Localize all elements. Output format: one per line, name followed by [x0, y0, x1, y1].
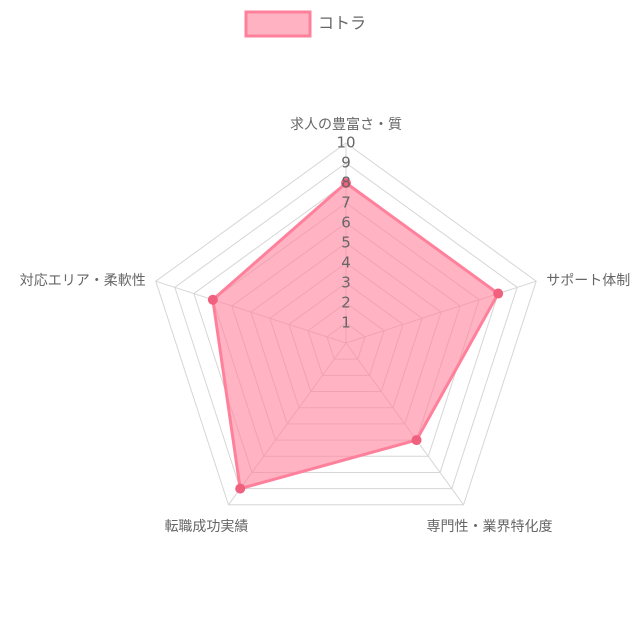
tick-label-8: 8	[341, 174, 351, 192]
tick-label-4: 4	[341, 254, 351, 272]
tick-label-10: 10	[336, 134, 355, 152]
tick-label-5: 5	[341, 234, 351, 252]
legend[interactable]: コトラ	[244, 10, 366, 38]
axis-label-4: 対応エリア・柔軟性	[20, 273, 146, 289]
data-point-0[interactable]	[341, 178, 351, 188]
legend-swatch	[244, 10, 312, 38]
data-point-1[interactable]	[493, 288, 504, 299]
grid-ring-10	[155, 142, 537, 506]
tick-label-2: 2	[341, 294, 351, 312]
data-point-2[interactable]	[411, 435, 422, 446]
tick-label-9: 9	[341, 154, 351, 172]
data-point-3[interactable]	[235, 483, 246, 494]
axis-label-3: 転職成功実績	[164, 519, 248, 535]
data-point-4[interactable]	[207, 294, 218, 305]
axis-label-2: 専門性・業界特化度	[427, 519, 553, 535]
tick-label-1: 1	[341, 314, 351, 332]
series-area-0	[211, 181, 500, 491]
axis-label-1: サポート体制	[546, 273, 630, 289]
tick-label-3: 3	[341, 274, 351, 292]
legend-label: コトラ	[318, 14, 366, 33]
grid-ring-9	[174, 162, 518, 490]
radial-tick-labels: 1 2 3 4 5 6 7 8 9 10	[336, 134, 355, 332]
axis-label-0: 求人の豊富さ・質	[290, 116, 402, 133]
radar-series	[207, 178, 504, 494]
tick-label-7: 7	[341, 194, 351, 212]
tick-label-6: 6	[341, 214, 351, 232]
